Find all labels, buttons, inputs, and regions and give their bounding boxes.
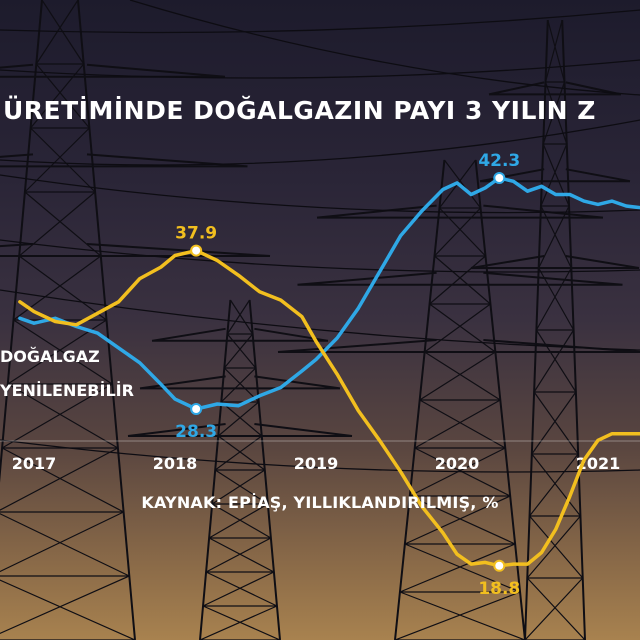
source-note: KAYNAK: EPİAŞ, YILLIKLANDIRILMIŞ, % [141, 493, 499, 512]
pylon-silhouette [470, 19, 640, 640]
data-point-marker [493, 559, 506, 572]
legend-yenilenebilir: YENİLENEBİLİR [0, 381, 134, 400]
legend-dogalgaz: DOĞALGAZ [0, 347, 100, 366]
data-point-marker [190, 244, 203, 257]
x-tick-label-2017: 2017 [12, 454, 57, 473]
data-label: 42.3 [478, 151, 520, 171]
data-label: 18.8 [478, 579, 520, 599]
chart-title: ÜRETİMİNDE DOĞALGAZIN PAYI 3 YILIN Z [3, 96, 596, 125]
pylon-silhouette [0, 0, 271, 640]
data-label: 28.3 [175, 422, 217, 442]
x-tick-label-2020: 2020 [435, 454, 480, 473]
data-point-marker [493, 172, 506, 184]
legend-yenilenebilir-label: YENİLENEBİLİR [0, 381, 134, 400]
legend-dogalgaz-label: DOĞALGAZ [0, 347, 100, 366]
series-line-1 [18, 248, 640, 568]
pylon-silhouette [127, 299, 353, 640]
data-label: 37.9 [175, 224, 217, 244]
data-point-marker [190, 403, 203, 415]
series-line-0 [18, 176, 640, 411]
pylon-silhouette [277, 159, 640, 640]
x-tick-label-2018: 2018 [153, 454, 198, 473]
x-tick-label-2019: 2019 [294, 454, 339, 473]
power-lines [0, 0, 640, 473]
